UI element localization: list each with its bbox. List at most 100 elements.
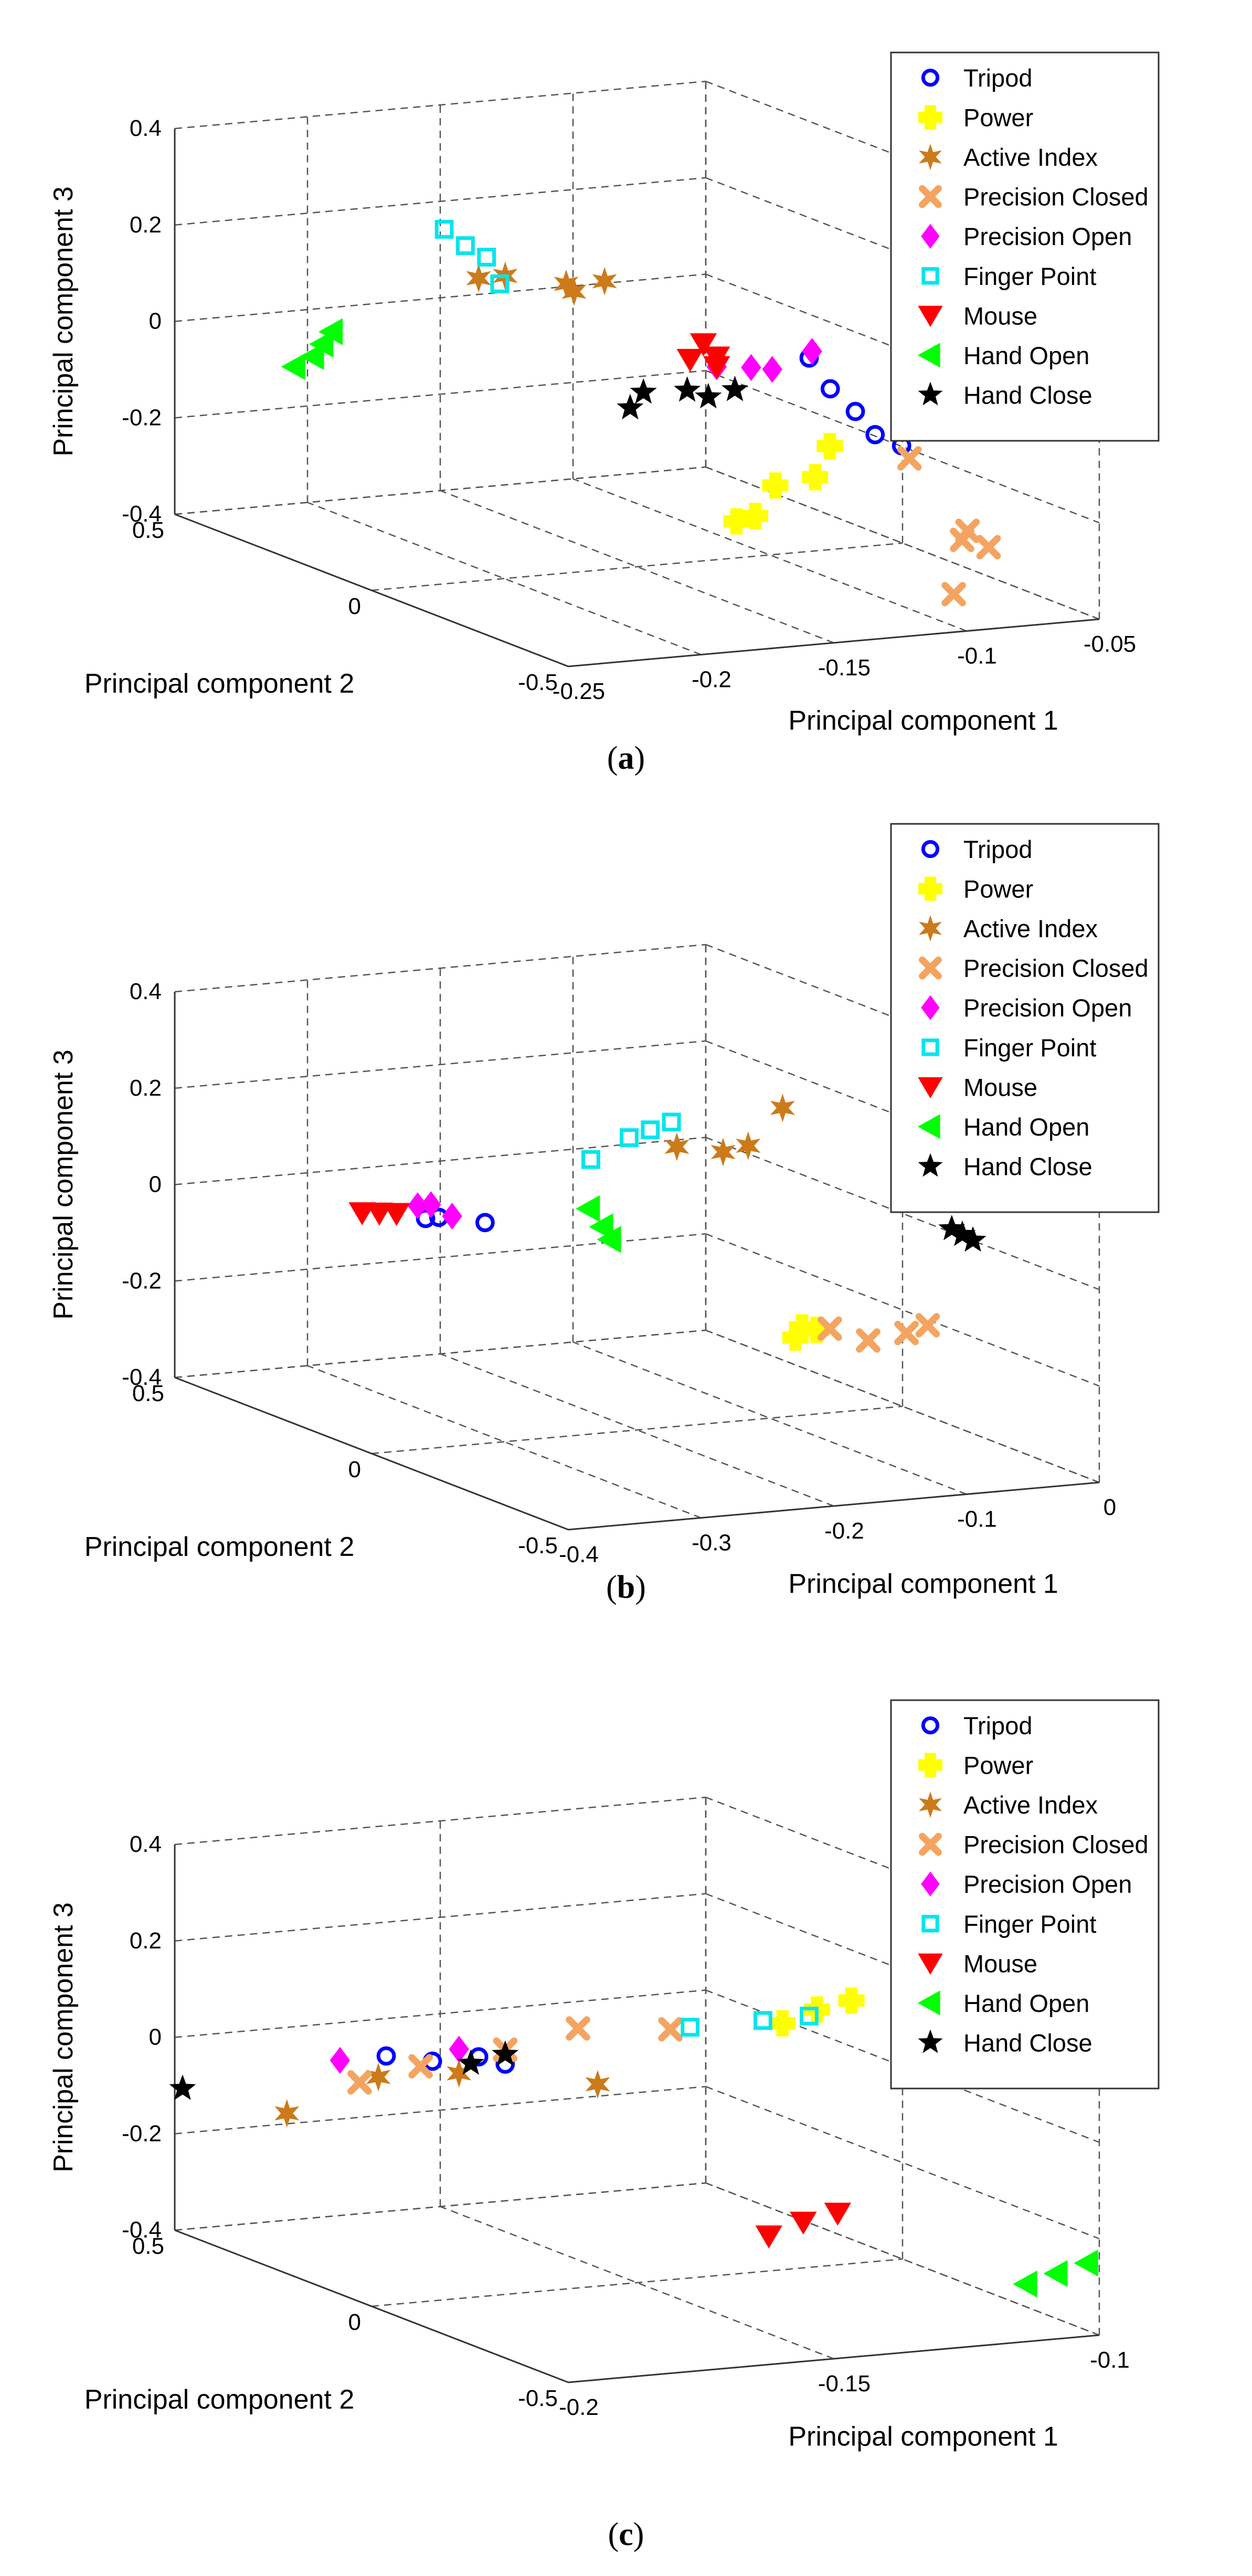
x-axis-label: Principal component 1 bbox=[788, 706, 1058, 736]
legend-entry: Precision Open bbox=[963, 994, 1132, 1022]
data-point bbox=[434, 220, 454, 239]
legend: Tripod Power Active Index Precision Closed P… bbox=[890, 1699, 1160, 2090]
data-point bbox=[762, 356, 782, 383]
data-point bbox=[838, 1987, 865, 2014]
chart-panel-b: -0.4 -0.3 -0.2 -0.1 0-0.500.5-0.4-0.200.20.4… bbox=[48, 823, 1160, 1605]
series-finger-point bbox=[434, 220, 510, 293]
legend-marker bbox=[919, 915, 942, 942]
data-point bbox=[818, 1316, 842, 1341]
data-point bbox=[490, 274, 510, 293]
legend-marker bbox=[921, 224, 940, 249]
legend-marker bbox=[921, 840, 940, 858]
data-point bbox=[366, 1202, 393, 1226]
y-axis-label: Principal component 2 bbox=[84, 2384, 355, 2415]
data-point bbox=[865, 425, 885, 444]
legend-entry: Hand Close bbox=[963, 381, 1092, 409]
legend-marker bbox=[919, 143, 942, 171]
x-tick-label: -0.05 bbox=[1084, 631, 1136, 657]
data-point bbox=[1043, 2260, 1068, 2287]
legend-entry: Tripod bbox=[963, 1712, 1032, 1740]
x-tick-label: -0.4 bbox=[559, 1542, 599, 1567]
legend-entry: Active Index bbox=[963, 915, 1098, 942]
legend-marker bbox=[919, 185, 942, 208]
data-point bbox=[366, 2062, 391, 2092]
legend-marker bbox=[918, 1153, 943, 1177]
legend-marker bbox=[917, 1990, 940, 2016]
series-hand-close bbox=[617, 375, 749, 420]
legend-marker bbox=[921, 1038, 939, 1056]
legend-marker bbox=[918, 1077, 943, 1099]
x-axis-line bbox=[568, 2334, 1100, 2383]
z-tick-label: 0.2 bbox=[130, 1075, 162, 1101]
legend-marker bbox=[919, 1832, 942, 1856]
data-point bbox=[802, 464, 829, 491]
data-point bbox=[347, 2070, 372, 2095]
data-point bbox=[976, 535, 1001, 559]
data-point bbox=[330, 2047, 351, 2074]
z-tick-label: 0.4 bbox=[130, 115, 162, 141]
data-point bbox=[802, 337, 822, 365]
legend-entry: Precision Open bbox=[963, 222, 1132, 250]
z-axis-label: Principal component 3 bbox=[48, 1902, 79, 2172]
data-point bbox=[941, 581, 966, 607]
data-point bbox=[695, 383, 722, 409]
panel-caption: (b) bbox=[606, 1570, 646, 1605]
legend-marker bbox=[919, 956, 942, 980]
legend-marker bbox=[921, 267, 939, 285]
z-tick-label: 0 bbox=[149, 2024, 162, 2050]
data-point bbox=[800, 2007, 819, 2026]
y-tick-label: 0.5 bbox=[132, 1381, 164, 1406]
y-tick-label: 0 bbox=[348, 593, 361, 619]
data-point bbox=[576, 1195, 600, 1223]
z-tick-label: -0.4 bbox=[122, 501, 162, 527]
data-point bbox=[845, 401, 865, 421]
data-point bbox=[790, 2211, 817, 2235]
x-tick-label: -0.3 bbox=[692, 1530, 731, 1556]
legend-entry: Precision Closed bbox=[963, 183, 1149, 211]
data-point bbox=[789, 1314, 815, 1341]
series-hand-open bbox=[281, 318, 343, 380]
legend-entry: Active Index bbox=[963, 143, 1098, 171]
grid-line bbox=[572, 1341, 967, 1495]
x-tick-label: -0.15 bbox=[818, 2371, 871, 2397]
data-point bbox=[449, 2036, 469, 2063]
data-point bbox=[662, 1112, 681, 1132]
legend-marker bbox=[918, 381, 943, 406]
data-point bbox=[741, 354, 761, 381]
grid-line bbox=[174, 1796, 706, 1846]
legend-marker bbox=[918, 105, 942, 130]
legend-entry: Hand Open bbox=[963, 342, 1089, 369]
data-point bbox=[820, 379, 840, 399]
data-point bbox=[703, 356, 730, 379]
legend-marker bbox=[918, 1753, 942, 1777]
z-tick-label: 0.4 bbox=[130, 1831, 162, 1857]
data-point bbox=[348, 1202, 376, 1225]
legend-entry: Active Index bbox=[963, 1791, 1098, 1819]
z-tick-label: -0.4 bbox=[122, 2217, 162, 2243]
data-point bbox=[959, 1226, 986, 1252]
legend-marker bbox=[918, 2029, 943, 2053]
data-point bbox=[824, 2202, 852, 2226]
legend-entry: Finger Point bbox=[963, 262, 1096, 290]
legend-entry: Precision Closed bbox=[963, 1831, 1149, 1859]
data-point bbox=[566, 2016, 590, 2041]
chart-panel-c: -0.2 -0.15 -0.1 -0.5 0 0.5-0.4 -0.2 0 0.2 0.4 Prin… bbox=[48, 1699, 1160, 2552]
panel-caption: (a) bbox=[607, 740, 645, 776]
x-tick-label: 0 bbox=[1104, 1494, 1116, 1520]
y-tick-label: -0.5 bbox=[518, 1533, 558, 1559]
series-precision-closed bbox=[897, 446, 1001, 607]
y-tick-label: -0.5 bbox=[518, 2386, 558, 2411]
y-axis-line bbox=[174, 1376, 569, 1531]
z-axis-label: Principal component 3 bbox=[48, 1050, 79, 1320]
grid-line bbox=[572, 478, 967, 632]
series-precision-open bbox=[330, 2036, 469, 2074]
data-point bbox=[408, 2054, 433, 2079]
data-point bbox=[274, 2099, 300, 2128]
data-point bbox=[309, 331, 334, 358]
data-point bbox=[769, 2010, 796, 2037]
data-point bbox=[421, 1191, 441, 1218]
data-point bbox=[318, 318, 343, 345]
y-tick-label: -0.5 bbox=[518, 670, 558, 695]
data-point bbox=[466, 263, 491, 293]
series-hand-close bbox=[169, 2040, 519, 2100]
